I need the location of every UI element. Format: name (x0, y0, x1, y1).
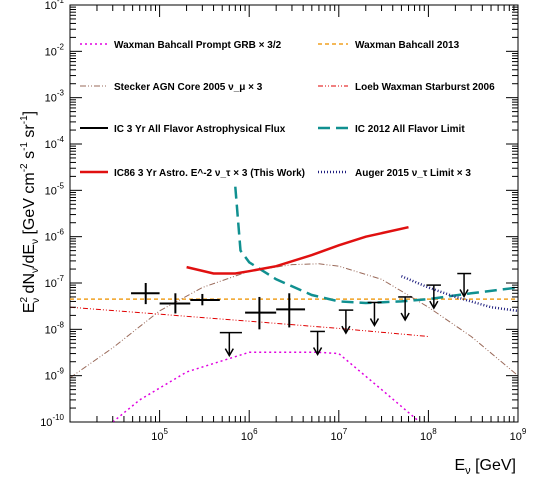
y-tick-label: 10-6 (45, 228, 65, 244)
y-tick-label: 10-8 (45, 320, 65, 336)
axis-ticks-layer: 10-10 10-9 10-8 10-7 10-6 10-5 10-4 10-3 10-2 10-… (40, 0, 527, 443)
ic3yr-upper-limit (310, 330, 325, 356)
data-points-layer (131, 272, 472, 358)
series-line-loeb (70, 306, 429, 337)
legend-entry-auger: Auger 2015 ν_τ Limit × 3 (318, 168, 471, 179)
legend-label: Waxman Bahcall 2013 (355, 40, 460, 51)
ic3yr-point (245, 296, 277, 330)
legend-entry-ic3yr: IC 3 Yr All Flavor Astrophysical Flux (80, 124, 286, 135)
plot-frame (69, 4, 519, 423)
ic3yr-upper-limit (367, 301, 382, 327)
series-layer (70, 186, 518, 422)
x-tick-label: 105 (151, 427, 168, 443)
legend-entry-loeb: Loeb Waxman Starburst 2006 (318, 82, 495, 93)
series-line-auger (400, 275, 518, 313)
y-axis-title: E2ν dNν/dEν [GeV cm-2 s-1 sr-1] (19, 111, 42, 313)
upper-limit-arrowhead (341, 325, 351, 335)
series-line-wb_grb (112, 351, 421, 422)
legend-label: Waxman Bahcall Prompt GRB × 3/2 (114, 40, 282, 51)
legend-label: IC 2012 All Flavor Limit (355, 124, 465, 135)
x-axis-title: Eν [GeV] (454, 457, 516, 477)
ic3yr-upper-limit (338, 309, 354, 335)
legend-label: IC 3 Yr All Flavor Astrophysical Flux (114, 124, 286, 135)
x-tick-label: 106 (241, 427, 258, 443)
series-line-stecker (70, 263, 518, 379)
legend-label: Auger 2015 ν_τ Limit × 3 (355, 168, 471, 179)
legend-entry-stecker: Stecker AGN Core 2005 ν_μ × 3 (80, 82, 263, 93)
y-tick-label: 10-5 (45, 181, 65, 197)
ic3yr-upper-limit (426, 284, 441, 310)
ic3yr-upper-limit (398, 296, 413, 322)
upper-limit-arrowhead (224, 348, 234, 358)
ic3yr-upper-limit (457, 272, 472, 299)
legend-entry-wb2013: Waxman Bahcall 2013 (318, 40, 460, 51)
legend-entry-ic86: IC86 3 Yr Astro. E^-2 ν_τ × 3 (This Work… (80, 168, 305, 179)
y-tick-label: 10-4 (45, 135, 65, 151)
legend-label: Stecker AGN Core 2005 ν_μ × 3 (114, 82, 263, 93)
ic3yr-point (190, 293, 220, 306)
ic3yr-point (276, 293, 306, 328)
ic3yr-point (159, 293, 191, 314)
y-tick-label: 10-10 (40, 413, 64, 429)
legend-label: Loeb Waxman Starburst 2006 (355, 82, 495, 93)
legend-entry-ic2012: IC 2012 All Flavor Limit (318, 124, 465, 135)
upper-limit-arrowhead (369, 318, 380, 327)
x-tick-label: 109 (510, 427, 527, 443)
series-line-ic2012 (234, 186, 518, 305)
y-tick-label: 10-7 (45, 274, 65, 290)
y-tick-label: 10-1 (45, 0, 65, 12)
legend: Waxman Bahcall Prompt GRB × 3/2 Waxman Ba… (80, 40, 495, 179)
y-tick-label: 10-2 (45, 42, 65, 58)
x-tick-label: 108 (420, 427, 437, 443)
legend-label: IC86 3 Yr Astro. E^-2 ν_τ × 3 (This Work… (114, 168, 305, 179)
upper-limit-arrowhead (429, 300, 439, 310)
y-axis-title-group: E2ν dNν/dEν [GeV cm-2 s-1 sr-1] (19, 111, 42, 313)
ic3yr-upper-limit (219, 331, 242, 358)
upper-limit-arrowhead (312, 347, 323, 356)
x-tick-label: 107 (330, 427, 347, 443)
upper-limit-arrowhead (459, 289, 469, 299)
legend-entry-wb_grb: Waxman Bahcall Prompt GRB × 3/2 (80, 40, 282, 51)
y-tick-label: 10-9 (45, 367, 65, 383)
upper-limit-arrowhead (400, 312, 410, 322)
series-line-ic86 (186, 225, 409, 275)
ic3yr-point (131, 283, 160, 305)
y-tick-label: 10-3 (45, 89, 65, 105)
